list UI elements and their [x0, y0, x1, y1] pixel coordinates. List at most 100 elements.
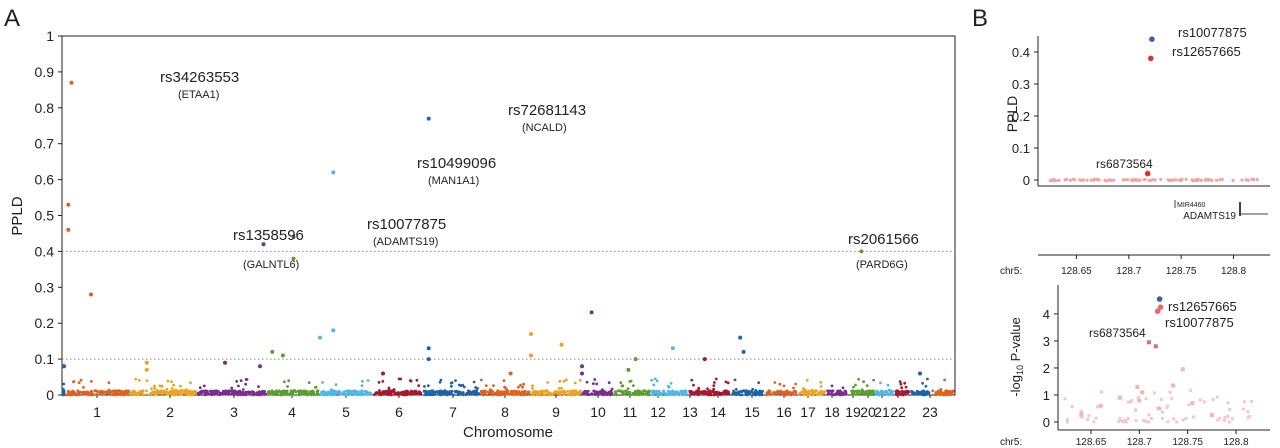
background-point: [166, 379, 170, 383]
panel-b-bottom-point: [1079, 411, 1084, 416]
background-point: [714, 377, 718, 381]
background-point: [750, 389, 753, 393]
background-point: [913, 392, 917, 395]
background-point: [653, 377, 657, 381]
background-point: [474, 386, 477, 389]
background-point: [515, 390, 519, 393]
background-point: [794, 382, 798, 386]
background-point: [180, 388, 184, 392]
ppld-point: [270, 349, 275, 354]
panel-b-bottom-background-point: [1198, 398, 1202, 402]
background-point: [488, 388, 492, 391]
panel-b-bottom-background-point: [1096, 405, 1099, 409]
panel-b-bottom-background-point: [1141, 419, 1145, 422]
panel-a-y-tick-label: 0.6: [35, 172, 55, 188]
background-point: [546, 381, 550, 384]
background-point: [134, 377, 138, 381]
background-point: [938, 390, 941, 394]
ppld-point: [280, 353, 285, 358]
background-point: [251, 390, 254, 394]
background-point: [67, 393, 70, 396]
background-point: [752, 391, 756, 395]
background-point: [926, 390, 930, 394]
background-point: [469, 390, 472, 394]
background-point: [565, 378, 568, 382]
background-point: [535, 390, 539, 393]
background-point: [297, 392, 301, 395]
background-point: [220, 391, 223, 395]
panel-a-chromosome-label: 11: [623, 404, 638, 420]
panel-b-mid-x-prefix: chr5:: [1000, 266, 1022, 277]
background-point: [82, 386, 85, 389]
background-point: [626, 387, 630, 391]
annotation-snp-rs10077875: rs10077875: [367, 216, 446, 233]
panel-b-top-background-point: [1240, 178, 1244, 182]
background-point: [833, 393, 837, 396]
background-point: [676, 392, 679, 396]
background-point: [904, 392, 907, 396]
panel-b-label: B: [972, 5, 988, 32]
background-point: [765, 393, 768, 397]
background-point: [197, 393, 201, 397]
background-point: [887, 393, 891, 396]
panel-b-bottom-background-point: [1165, 406, 1169, 409]
background-point: [98, 390, 102, 394]
background-point: [696, 390, 699, 393]
panel-a-y-tick-label: 0.5: [35, 208, 55, 224]
background-point: [607, 381, 611, 385]
background-point: [619, 381, 623, 384]
background-point: [191, 393, 195, 397]
panel-b-top-background-point: [1051, 178, 1056, 182]
background-point: [733, 391, 736, 395]
panel-b-bottom-background-point: [1222, 419, 1226, 423]
background-point: [521, 391, 525, 394]
ppld-point: [508, 371, 513, 376]
background-point: [158, 384, 162, 388]
background-point: [560, 386, 563, 390]
background-point: [943, 378, 946, 382]
background-point: [182, 389, 186, 393]
background-point: [821, 391, 824, 395]
panel-b-bottom-background-point: [1170, 397, 1174, 400]
panel-b-bottom-snp-point: [1156, 296, 1163, 302]
background-point: [573, 381, 577, 385]
background-point: [558, 379, 562, 383]
background-point: [449, 392, 453, 396]
background-point: [899, 393, 902, 396]
ppld-point: [626, 367, 631, 372]
ppld-point: [426, 346, 431, 351]
background-point: [506, 389, 510, 393]
panel-a-label: A: [4, 5, 20, 32]
panel-b-bottom-y-tick-label: 3: [1043, 334, 1050, 349]
background-point: [189, 381, 192, 385]
panel-b-bottom-background-point: [1226, 401, 1230, 405]
background-point: [617, 389, 620, 393]
ppld-point: [580, 364, 584, 369]
panel-b-top-background-point: [1153, 178, 1157, 182]
background-point: [72, 392, 75, 395]
background-point: [162, 391, 166, 395]
panel-b-bottom-background-point: [1175, 420, 1179, 424]
background-point: [562, 379, 566, 383]
background-point: [715, 390, 719, 394]
panel-b-bottom-x-tick-label: 128.8: [1223, 437, 1248, 448]
panel-a-y-tick-label: 0: [46, 387, 54, 403]
background-point: [657, 389, 661, 393]
background-point: [376, 391, 380, 394]
background-point: [631, 392, 635, 396]
background-point: [448, 390, 452, 393]
ppld-point: [223, 360, 227, 365]
background-point: [240, 390, 244, 394]
panel-b-top-background-point: [1124, 178, 1128, 182]
background-point: [901, 390, 904, 393]
background-point: [483, 389, 486, 393]
ppld-point: [261, 242, 266, 247]
panel-a-chromosome-label: 15: [744, 404, 760, 420]
background-point: [844, 392, 848, 395]
background-point: [314, 386, 317, 389]
background-point: [312, 391, 315, 395]
panel-a-y-tick-label: 0.1: [35, 351, 55, 367]
background-point: [316, 389, 320, 393]
background-point: [926, 377, 929, 381]
